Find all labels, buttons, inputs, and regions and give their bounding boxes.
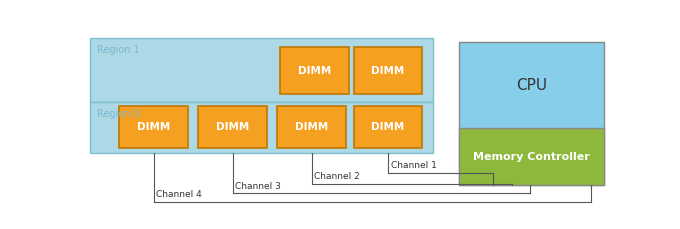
Text: Region 0: Region 0 xyxy=(97,109,139,119)
Text: Region 1: Region 1 xyxy=(97,45,139,55)
FancyBboxPatch shape xyxy=(199,106,267,148)
Text: Channel 4: Channel 4 xyxy=(156,190,202,199)
FancyBboxPatch shape xyxy=(119,106,188,148)
FancyBboxPatch shape xyxy=(354,47,422,95)
FancyBboxPatch shape xyxy=(280,47,348,95)
Text: Channel 2: Channel 2 xyxy=(314,172,360,181)
Text: DIMM: DIMM xyxy=(216,122,249,132)
FancyBboxPatch shape xyxy=(90,38,432,101)
FancyBboxPatch shape xyxy=(277,106,346,148)
FancyBboxPatch shape xyxy=(459,128,604,185)
FancyBboxPatch shape xyxy=(354,106,422,148)
Text: Channel 3: Channel 3 xyxy=(235,182,281,191)
Text: DIMM: DIMM xyxy=(295,122,328,132)
Text: DIMM: DIMM xyxy=(298,66,331,76)
FancyBboxPatch shape xyxy=(90,101,432,153)
Text: CPU: CPU xyxy=(516,78,547,93)
Text: DIMM: DIMM xyxy=(137,122,170,132)
Text: Memory Controller: Memory Controller xyxy=(473,152,590,162)
Text: Channel 1: Channel 1 xyxy=(390,161,437,170)
Text: DIMM: DIMM xyxy=(371,122,405,132)
FancyBboxPatch shape xyxy=(459,42,604,185)
Text: DIMM: DIMM xyxy=(371,66,405,76)
